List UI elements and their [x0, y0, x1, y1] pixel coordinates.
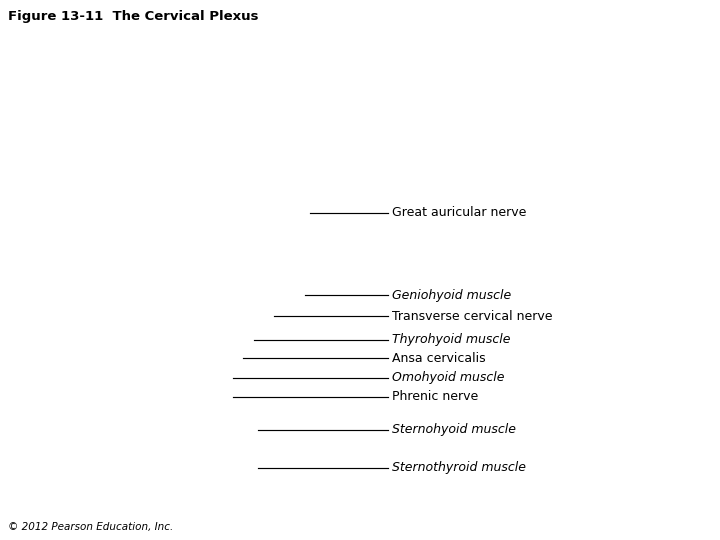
- Text: Transverse cervical nerve: Transverse cervical nerve: [392, 309, 552, 322]
- Text: Sternohyoid muscle: Sternohyoid muscle: [392, 423, 516, 436]
- Text: Figure 13-11  The Cervical Plexus: Figure 13-11 The Cervical Plexus: [8, 10, 258, 23]
- Text: © 2012 Pearson Education, Inc.: © 2012 Pearson Education, Inc.: [8, 522, 174, 532]
- Text: Phrenic nerve: Phrenic nerve: [392, 390, 478, 403]
- Text: Sternothyroid muscle: Sternothyroid muscle: [392, 462, 526, 475]
- Text: Ansa cervicalis: Ansa cervicalis: [392, 352, 485, 365]
- Text: Great auricular nerve: Great auricular nerve: [392, 206, 526, 219]
- Text: Thyrohyoid muscle: Thyrohyoid muscle: [392, 334, 510, 347]
- Text: Omohyoid muscle: Omohyoid muscle: [392, 372, 505, 384]
- Text: Geniohyoid muscle: Geniohyoid muscle: [392, 288, 511, 301]
